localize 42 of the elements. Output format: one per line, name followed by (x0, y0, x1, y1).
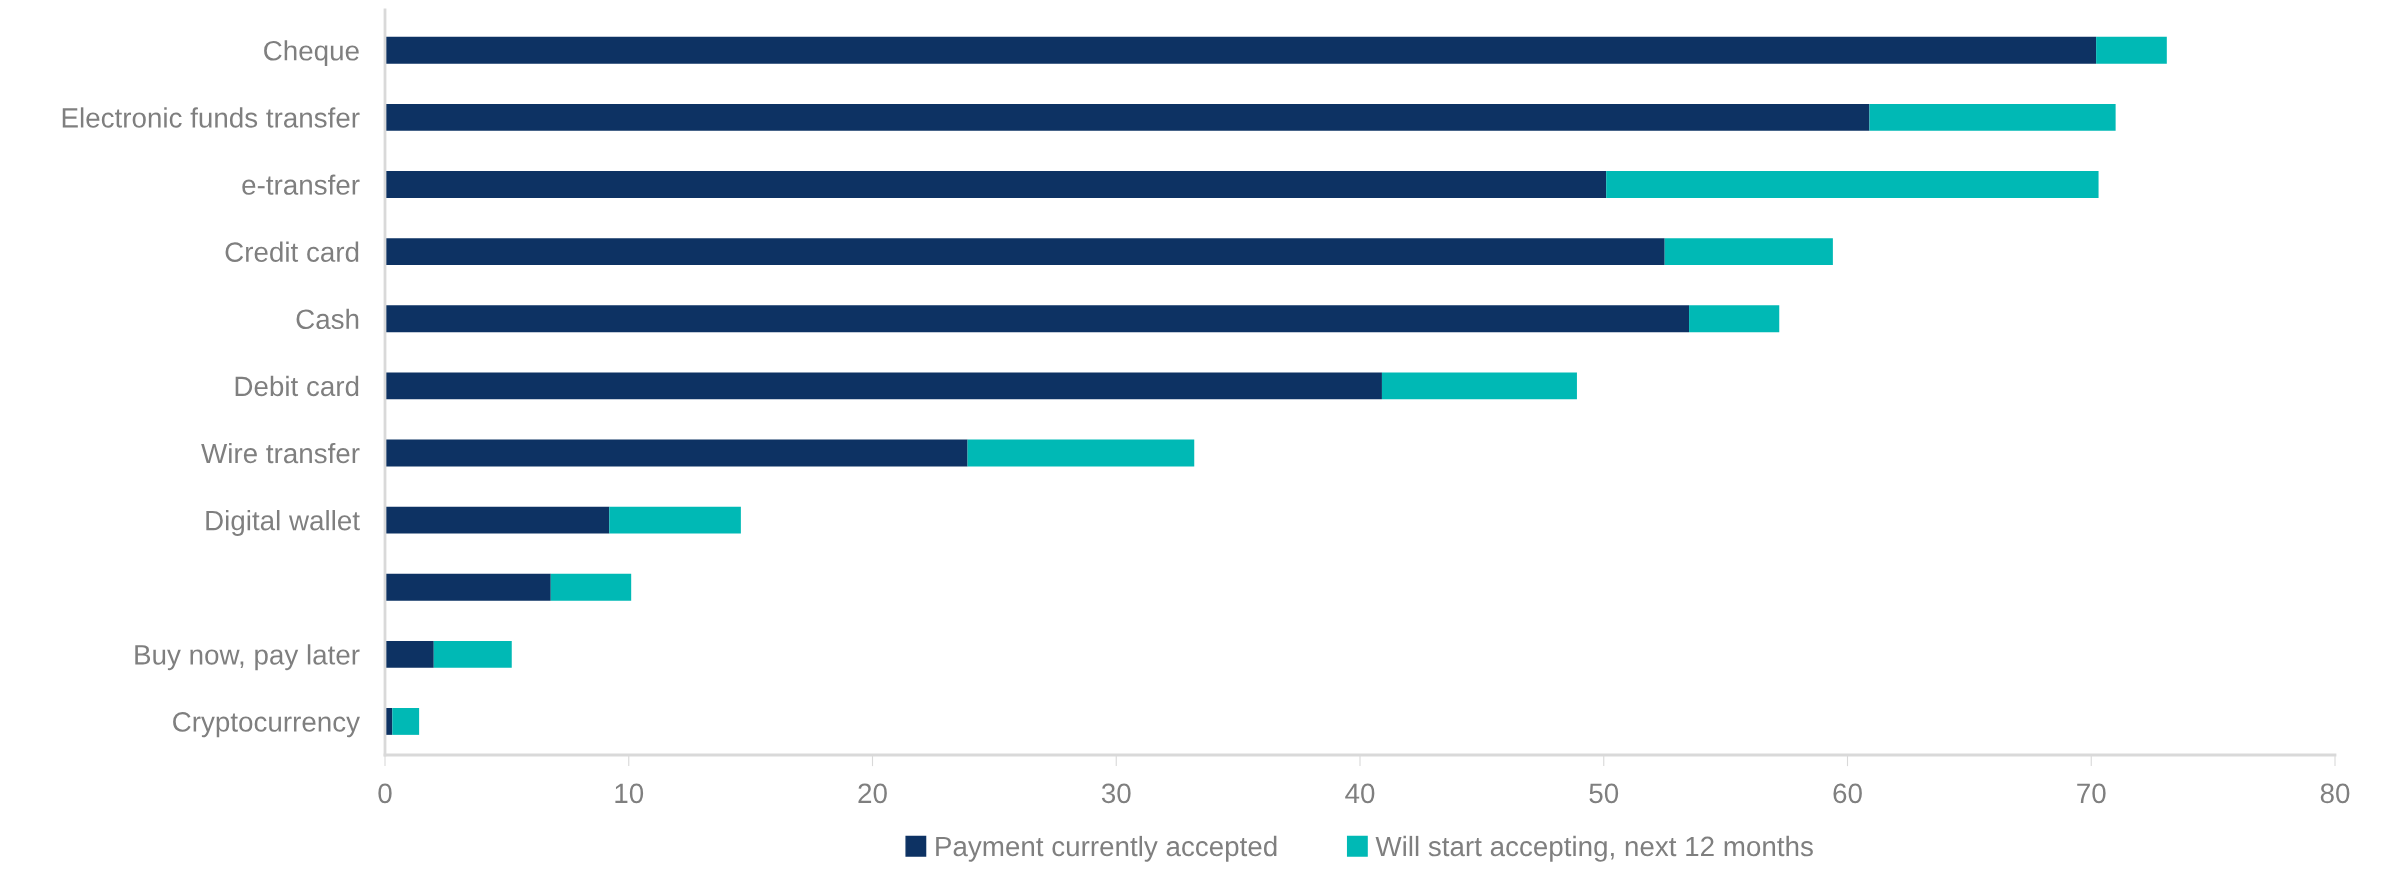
bar (550, 573, 632, 601)
x-tick-label: 50 (1589, 783, 1619, 804)
bar (1664, 238, 1833, 266)
y-tick-label: Cash (296, 308, 359, 330)
bar (385, 573, 551, 601)
bar (385, 506, 610, 534)
bar (385, 171, 1607, 198)
bar (1606, 171, 2099, 198)
y-tick-label: Wire transfer (201, 442, 360, 464)
legend-label: Will start accepting, next 12 months (1375, 835, 1813, 862)
bar (385, 305, 1690, 333)
x-tick-label: 20 (858, 783, 887, 804)
bar (1869, 103, 2116, 131)
bar (385, 36, 2097, 64)
bar (385, 372, 1382, 400)
x-tick-label: 80 (2320, 783, 2350, 804)
bar (1689, 305, 1780, 333)
legend-label: Payment currently accepted (936, 835, 1277, 862)
bar (385, 238, 1665, 266)
bar (392, 708, 420, 735)
x-tick-label: 60 (1833, 783, 1862, 804)
x-tick-label: 0 (378, 783, 392, 804)
y-tick-label: Buy now, pay later (135, 644, 360, 671)
bar (967, 439, 1195, 467)
y-tick-label: Electronic funds transfer (62, 107, 360, 128)
y-tick-label: Cheque (264, 40, 359, 67)
x-tick-label: 10 (615, 783, 644, 804)
y-tick-label: e-transfer (242, 174, 360, 195)
bar (433, 640, 512, 668)
bar (385, 103, 1870, 131)
x-tick-label: 30 (1101, 783, 1131, 804)
x-tick-label: 40 (1345, 783, 1375, 804)
bar (385, 439, 968, 467)
bar (385, 640, 434, 668)
bar (1381, 372, 1577, 400)
bar (2096, 36, 2167, 64)
y-tick-label: Debit card (235, 375, 359, 397)
y-tick-label: Cryptocurrency (173, 712, 360, 738)
x-tick-label: 70 (2077, 783, 2106, 804)
bar (609, 506, 741, 534)
y-tick-label: Digital wallet (206, 510, 360, 536)
y-tick-label: Credit card (225, 241, 359, 262)
